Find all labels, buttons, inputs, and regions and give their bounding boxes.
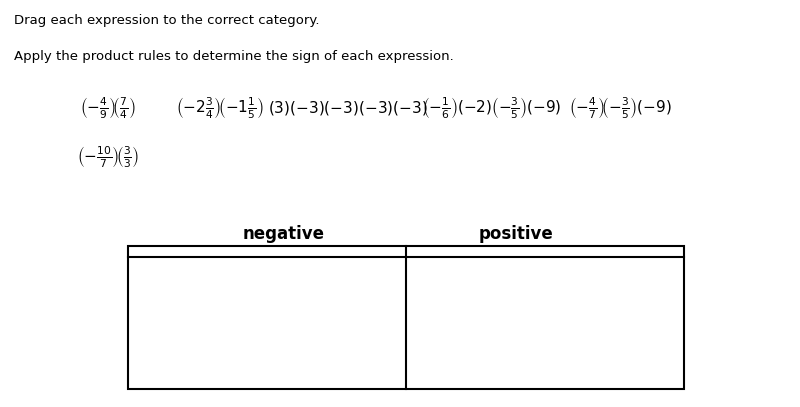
- Text: negative: negative: [243, 225, 325, 243]
- Text: Apply the product rules to determine the sign of each expression.: Apply the product rules to determine the…: [14, 50, 454, 63]
- Text: $\left(-\frac{4}{9}\right)\!\left(\frac{7}{4}\right)$: $\left(-\frac{4}{9}\right)\!\left(\frac{…: [80, 95, 136, 121]
- Text: positive: positive: [478, 225, 554, 243]
- Text: $\left(-\frac{4}{7}\right)\!\left(-\frac{3}{5}\right)(-9)$: $\left(-\frac{4}{7}\right)\!\left(-\frac…: [569, 95, 671, 121]
- Text: $\left(-2\frac{3}{4}\right)\!\left(-1\frac{1}{5}\right)$: $\left(-2\frac{3}{4}\right)\!\left(-1\fr…: [176, 95, 264, 121]
- Bar: [128, 246, 684, 389]
- Text: $\left(-\frac{1}{6}\right)(-2)\left(-\frac{3}{5}\right)(-9)$: $\left(-\frac{1}{6}\right)(-2)\left(-\fr…: [422, 95, 562, 121]
- Text: $(3)(-3)(-3)(-3)(-3)$: $(3)(-3)(-3)(-3)(-3)$: [268, 99, 428, 117]
- Text: Drag each expression to the correct category.: Drag each expression to the correct cate…: [14, 14, 320, 27]
- Text: $\left(-\frac{10}{7}\right)\!\left(\frac{3}{3}\right)$: $\left(-\frac{10}{7}\right)\!\left(\frac…: [77, 144, 139, 170]
